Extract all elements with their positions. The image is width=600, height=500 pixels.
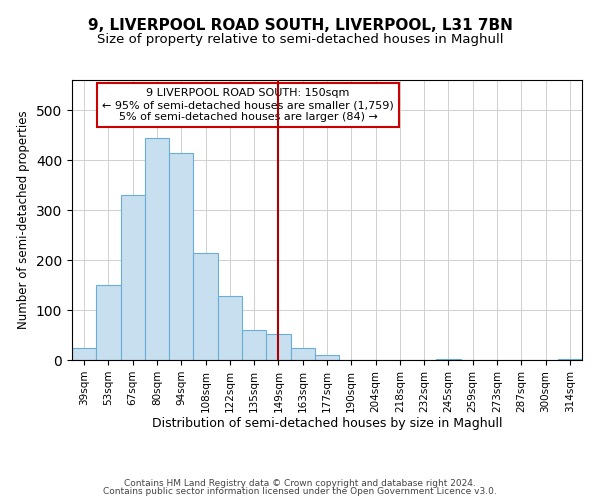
Text: Contains public sector information licensed under the Open Government Licence v3: Contains public sector information licen… bbox=[103, 487, 497, 496]
Bar bbox=[558, 359, 582, 360]
Y-axis label: Number of semi-detached properties: Number of semi-detached properties bbox=[17, 110, 31, 330]
Bar bbox=[96, 285, 121, 360]
Text: 9, LIVERPOOL ROAD SOUTH, LIVERPOOL, L31 7BN: 9, LIVERPOOL ROAD SOUTH, LIVERPOOL, L31 … bbox=[88, 18, 512, 32]
Bar bbox=[169, 152, 193, 360]
Bar bbox=[290, 348, 315, 360]
Bar bbox=[145, 138, 169, 360]
Text: 9 LIVERPOOL ROAD SOUTH: 150sqm
← 95% of semi-detached houses are smaller (1,759): 9 LIVERPOOL ROAD SOUTH: 150sqm ← 95% of … bbox=[102, 88, 394, 122]
Text: Size of property relative to semi-detached houses in Maghull: Size of property relative to semi-detach… bbox=[97, 32, 503, 46]
Bar bbox=[266, 334, 290, 360]
X-axis label: Distribution of semi-detached houses by size in Maghull: Distribution of semi-detached houses by … bbox=[152, 418, 502, 430]
Bar bbox=[315, 355, 339, 360]
Bar bbox=[436, 359, 461, 360]
Text: Contains HM Land Registry data © Crown copyright and database right 2024.: Contains HM Land Registry data © Crown c… bbox=[124, 478, 476, 488]
Bar bbox=[218, 296, 242, 360]
Bar bbox=[242, 330, 266, 360]
Bar bbox=[72, 348, 96, 360]
Bar bbox=[121, 195, 145, 360]
Bar bbox=[193, 252, 218, 360]
